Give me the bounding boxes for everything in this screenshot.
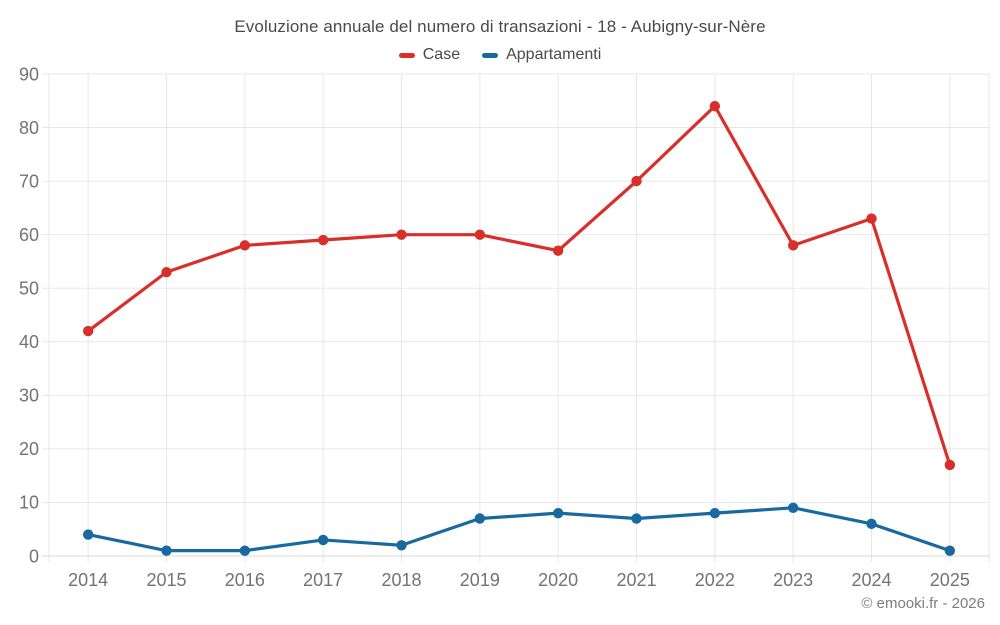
appartamenti-series-swatch-icon <box>482 52 499 58</box>
y-axis-tick-label: 40 <box>19 332 39 352</box>
data-point[interactable] <box>787 502 799 513</box>
data-point[interactable] <box>709 507 721 519</box>
x-axis-tick-label: 2022 <box>695 570 735 590</box>
series-case <box>82 100 956 471</box>
data-point[interactable] <box>709 100 721 112</box>
data-point[interactable] <box>866 518 877 530</box>
x-axis-tick-label: 2014 <box>68 570 108 590</box>
x-axis-tick-label: 2023 <box>773 570 813 590</box>
data-point[interactable] <box>317 234 329 246</box>
y-axis-tick-label: 0 <box>29 546 39 566</box>
x-axis-tick-label: 2021 <box>616 570 656 590</box>
y-axis-tick-label: 10 <box>19 493 39 513</box>
y-axis-tick-label: 70 <box>19 171 39 191</box>
data-point[interactable] <box>82 529 94 540</box>
y-axis-tick-label: 90 <box>19 64 39 84</box>
x-axis-tick-label: 2020 <box>538 570 578 590</box>
series-line <box>86 104 952 467</box>
x-axis-tick-label: 2016 <box>225 570 265 590</box>
y-axis-tick-label: 50 <box>19 279 39 299</box>
data-point[interactable] <box>552 507 564 519</box>
legend: Case Appartamenti <box>0 46 1000 64</box>
series-appartamenti <box>82 502 956 556</box>
legend-label-case: Case <box>422 46 461 63</box>
legend-item-case[interactable]: Case <box>398 46 461 64</box>
x-axis-tick-label: 2015 <box>146 570 186 590</box>
data-point[interactable] <box>552 245 564 256</box>
data-point[interactable] <box>787 240 799 251</box>
y-axis-tick-label: 20 <box>19 439 39 459</box>
y-axis-tick-label: 60 <box>19 225 39 245</box>
data-point[interactable] <box>317 534 329 546</box>
y-axis-tick-label: 80 <box>19 118 39 138</box>
x-axis-tick-label: 2019 <box>460 570 500 590</box>
data-point[interactable] <box>396 540 407 551</box>
footer-credit: © emooki.fr - 2026 <box>861 595 985 612</box>
data-point[interactable] <box>396 229 407 240</box>
data-point[interactable] <box>944 545 956 556</box>
data-point[interactable] <box>239 545 251 556</box>
data-point[interactable] <box>631 175 642 187</box>
case-series-swatch-icon <box>398 52 415 58</box>
y-axis-tick-label: 30 <box>19 386 39 406</box>
x-axis-tick-label: 2018 <box>381 570 421 590</box>
data-point[interactable] <box>82 325 94 337</box>
x-axis-tick-label: 2017 <box>303 570 343 590</box>
grid <box>42 73 990 562</box>
data-point[interactable] <box>631 513 642 524</box>
x-axis-tick-label: 2025 <box>930 570 970 590</box>
data-point[interactable] <box>161 545 172 556</box>
data-point[interactable] <box>161 266 172 278</box>
legend-label-appartamenti: Appartamenti <box>506 46 602 63</box>
data-point[interactable] <box>474 229 486 240</box>
series-line <box>86 506 952 553</box>
x-axis-tick-label: 2024 <box>851 570 891 590</box>
data-point[interactable] <box>944 459 956 471</box>
data-point[interactable] <box>474 513 486 524</box>
data-point[interactable] <box>239 240 251 251</box>
data-point[interactable] <box>866 213 877 224</box>
legend-item-appartamenti[interactable]: Appartamenti <box>482 46 601 64</box>
chart-title: Evoluzione annuale del numero di transaz… <box>234 17 766 36</box>
